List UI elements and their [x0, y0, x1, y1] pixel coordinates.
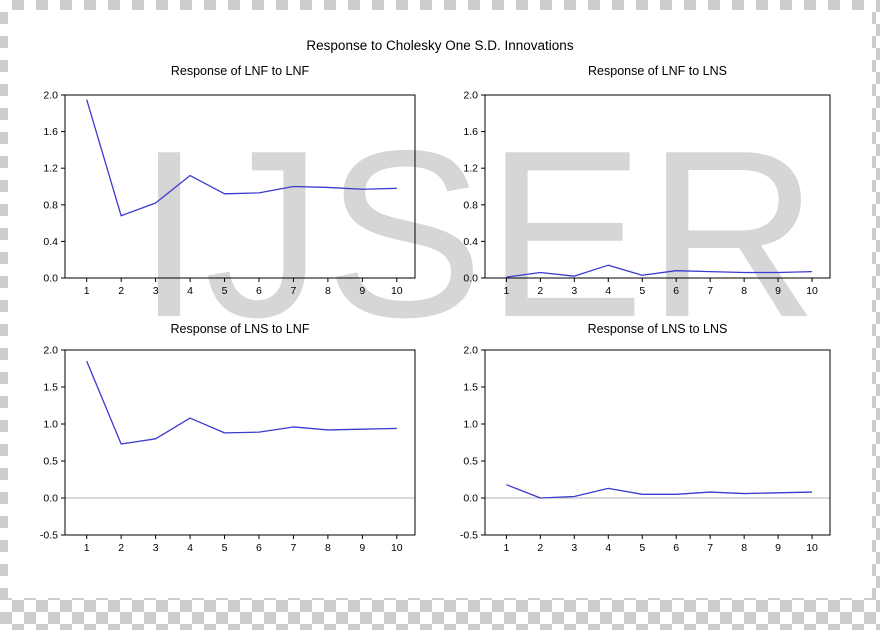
- x-tick-label: 4: [187, 542, 193, 554]
- x-tick-label: 9: [775, 542, 781, 554]
- y-tick-label: 2.0: [463, 90, 478, 102]
- x-tick-label: 7: [291, 285, 297, 297]
- x-tick-label: 2: [118, 285, 124, 297]
- x-tick-label: 4: [187, 285, 193, 297]
- response-line: [506, 484, 813, 499]
- y-tick-label: 0.8: [463, 199, 478, 211]
- y-tick-label: 0.5: [43, 456, 58, 468]
- plot-area: 0.0 0.4 0.8 1.2 1.6 2.0 1 2 3 4 5 6 7 8 9 10: [43, 90, 416, 297]
- x-tick-label: 5: [222, 542, 228, 554]
- y-tick-label: 1.5: [463, 382, 478, 394]
- x-tick-label: 8: [741, 542, 747, 554]
- x-tick-label: 2: [118, 542, 124, 554]
- x-tick-label: 4: [605, 542, 611, 554]
- x-tick-label: 9: [775, 285, 781, 297]
- response-line: [86, 360, 397, 445]
- y-tick-label: 0.4: [43, 236, 58, 248]
- subplot-title-lns-lnf: Response of LNS to LNF: [170, 322, 310, 336]
- y-tick-label: 1.2: [463, 163, 478, 175]
- plot-area: 0.0 0.4 0.8 1.2 1.6 2.0 1 2 3 4 5 6 7 8 9 10: [463, 90, 831, 297]
- subplot-lnf-lnf: 0.0 0.4 0.8 1.2 1.6 2.0 1 2 3 4 5 6 7 8 9 10: [27, 90, 423, 302]
- y-tick-label: 0.0: [43, 273, 58, 285]
- y-tick-label: 1.6: [463, 126, 478, 138]
- subplot-title-lnf-lnf: Response of LNF to LNF: [170, 64, 310, 78]
- x-tick-label: 9: [359, 542, 365, 554]
- x-tick-label: 3: [153, 285, 159, 297]
- x-tick-label: 1: [84, 285, 90, 297]
- y-tick-label: 1.6: [43, 126, 58, 138]
- subplot-lns-lnf: -0.5 0.0 0.5 1.0 1.5 2.0 1 2 3 4 5 6 7 8 9 10: [27, 345, 423, 559]
- y-tick-label: 2.0: [43, 345, 58, 357]
- x-tick-label: 5: [639, 285, 645, 297]
- watermark: IJSER: [136, 102, 821, 367]
- y-tick-label: -0.5: [40, 530, 58, 542]
- y-tick-label: 2.0: [43, 90, 58, 102]
- plot-frame: [64, 349, 416, 536]
- y-tick-label: 1.0: [463, 419, 478, 431]
- figure-background: [8, 10, 872, 598]
- x-tick-label: 6: [673, 542, 679, 554]
- x-tick-label: 6: [256, 542, 262, 554]
- subplot-title-lns-lns: Response of LNS to LNS: [587, 322, 728, 336]
- y-tick-label: 1.5: [43, 382, 58, 394]
- x-tick-label: 10: [391, 285, 403, 297]
- x-tick-label: 1: [503, 542, 509, 554]
- y-tick-label: 0.5: [463, 456, 478, 468]
- subplot-title-lnf-lns: Response of LNF to LNS: [588, 64, 727, 78]
- x-tick-label: 10: [806, 542, 818, 554]
- y-tick-label: 0.4: [463, 236, 478, 248]
- x-tick-label: 3: [153, 542, 159, 554]
- x-tick-label: 9: [359, 285, 365, 297]
- response-line: [86, 99, 397, 217]
- x-tick-label: 4: [605, 285, 611, 297]
- x-tick-label: 10: [391, 542, 403, 554]
- y-tick-label: 0.0: [463, 493, 478, 505]
- y-tick-label: 0.8: [43, 199, 58, 211]
- x-tick-label: 7: [707, 542, 713, 554]
- x-tick-label: 6: [673, 285, 679, 297]
- x-tick-label: 3: [571, 542, 577, 554]
- response-line: [506, 264, 813, 278]
- x-tick-label: 8: [741, 285, 747, 297]
- x-tick-label: 10: [806, 285, 818, 297]
- y-tick-label: 0.0: [463, 273, 478, 285]
- x-tick-label: 1: [84, 542, 90, 554]
- x-tick-label: 5: [222, 285, 228, 297]
- x-tick-label: 2: [537, 542, 543, 554]
- y-tick-label: -0.5: [460, 530, 478, 542]
- plot-frame: [64, 94, 416, 279]
- plot-area: -0.5 0.0 0.5 1.0 1.5 2.0 1 2 3 4 5 6 7 8 9 10: [40, 345, 416, 554]
- y-tick-label: 2.0: [463, 345, 478, 357]
- figure-title: Response to Cholesky One S.D. Innovation…: [306, 38, 574, 53]
- plot-area: -0.5 0.0 0.5 1.0 1.5 2.0 1 2 3 4 5 6 7 8 9 10: [460, 345, 831, 554]
- y-tick-label: 1.0: [43, 419, 58, 431]
- y-tick-label: 0.0: [43, 493, 58, 505]
- x-tick-label: 8: [325, 542, 331, 554]
- subplot-lns-lns: -0.5 0.0 0.5 1.0 1.5 2.0 1 2 3 4 5 6 7 8 9 10: [447, 345, 838, 559]
- x-tick-label: 7: [291, 542, 297, 554]
- x-tick-label: 8: [325, 285, 331, 297]
- subplot-lnf-lns: 0.0 0.4 0.8 1.2 1.6 2.0 1 2 3 4 5 6 7 8 9 10: [447, 90, 838, 302]
- plot-frame: [484, 349, 831, 536]
- x-tick-label: 7: [707, 285, 713, 297]
- x-tick-label: 3: [571, 285, 577, 297]
- y-tick-label: 1.2: [43, 163, 58, 175]
- plot-frame: [484, 94, 831, 279]
- x-tick-label: 5: [639, 542, 645, 554]
- x-tick-label: 1: [503, 285, 509, 297]
- x-tick-label: 6: [256, 285, 262, 297]
- x-tick-label: 2: [537, 285, 543, 297]
